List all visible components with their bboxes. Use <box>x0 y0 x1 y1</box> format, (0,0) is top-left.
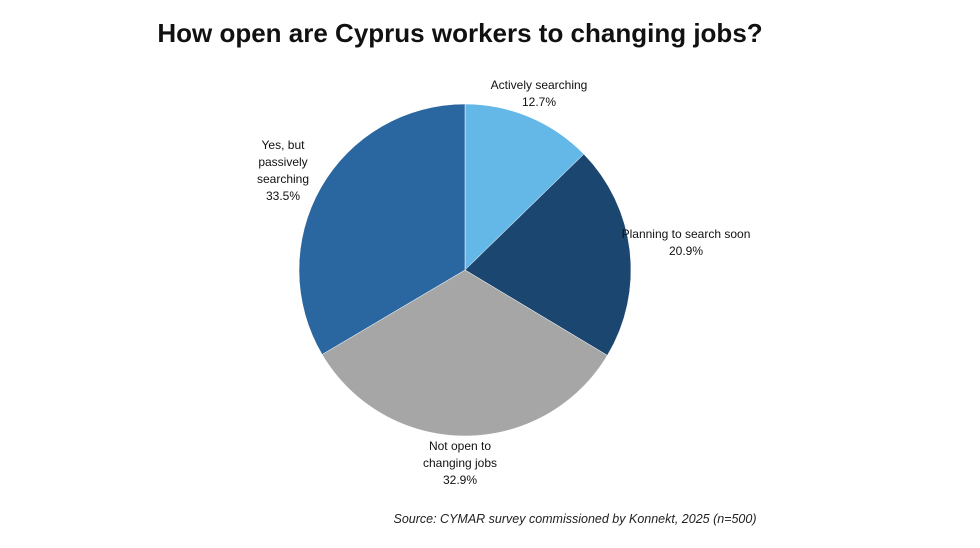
chart-title: How open are Cyprus workers to changing … <box>157 18 763 48</box>
pie-slice <box>321 269 608 437</box>
slice-label: Yes, but passively searching 33.5% <box>238 137 328 205</box>
value-label: 20.9% <box>668 244 704 258</box>
value-label: 12.7% <box>521 95 557 109</box>
pie-slice <box>298 103 466 355</box>
value-label: 32.9% <box>442 473 478 487</box>
slice-label: Actively searching 12.7% <box>491 77 588 111</box>
category-label: Planning to search soon <box>621 227 751 241</box>
pie-slice <box>464 153 632 356</box>
slice-label: Not open to changing jobs 32.9% <box>405 438 515 489</box>
slice-label: Planning to search soon 20.9% <box>622 226 751 260</box>
category-label: Not open to changing jobs <box>422 439 498 470</box>
category-label: Yes, but passively searching <box>256 138 310 186</box>
pie-slice <box>464 103 585 271</box>
value-label: 33.5% <box>265 189 301 203</box>
source-note: Source: CYMAR survey commissioned by Kon… <box>393 512 757 526</box>
category-label: Actively searching <box>490 78 588 92</box>
